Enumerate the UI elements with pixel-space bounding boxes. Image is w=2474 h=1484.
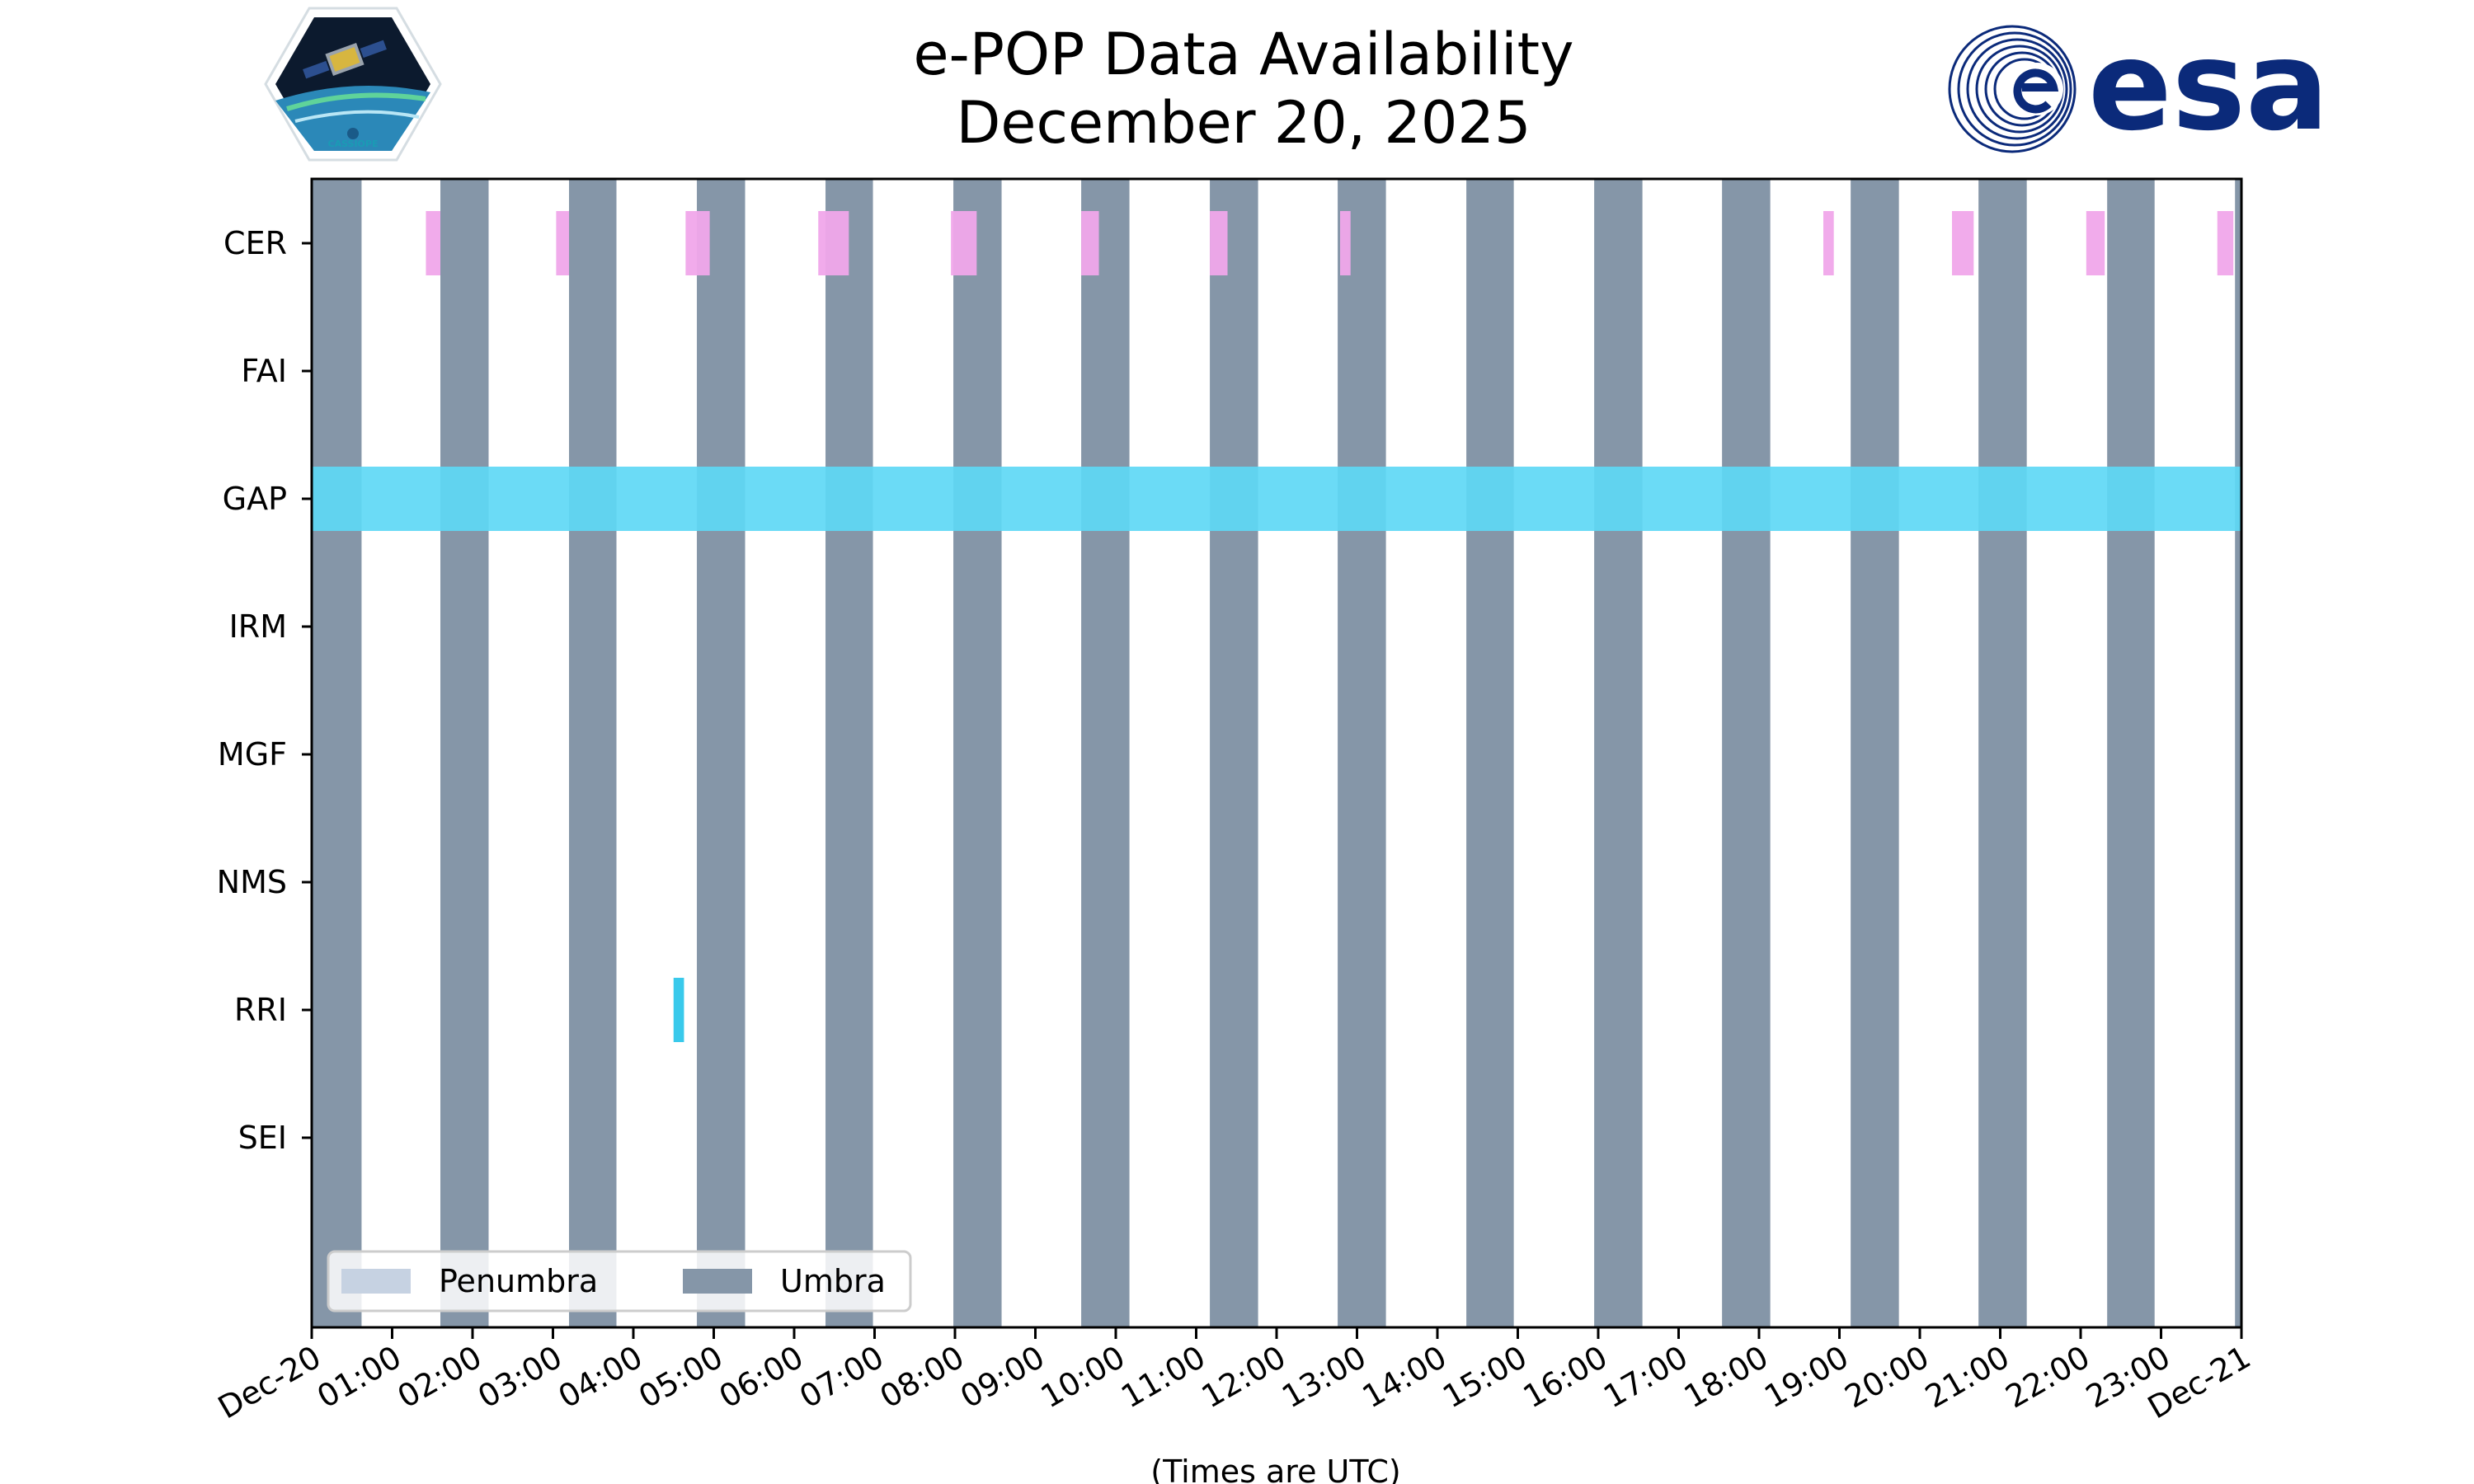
data-bar-cer — [1210, 211, 1228, 275]
umbra-band — [2235, 179, 2241, 1327]
x-tick-label: 06:00 — [713, 1339, 810, 1416]
x-tick-label: 03:00 — [472, 1339, 568, 1416]
x-tick-label: 20:00 — [1839, 1339, 1935, 1416]
x-tick-label: Dec-20 — [212, 1339, 327, 1426]
legend-swatch-penumbra — [341, 1269, 411, 1294]
umbra-band — [440, 179, 489, 1327]
umbra-band — [1081, 179, 1130, 1327]
legend-box — [327, 1250, 912, 1313]
data-bar-cer — [426, 211, 440, 275]
y-tick-label: RRI — [234, 992, 287, 1028]
x-tick-label: 07:00 — [793, 1339, 890, 1416]
x-tick-label: 10:00 — [1035, 1339, 1131, 1416]
x-tick-label: 08:00 — [874, 1339, 971, 1416]
data-bar-cer — [1952, 211, 1974, 275]
umbra-band — [1338, 179, 1386, 1327]
umbra-band — [953, 179, 1002, 1327]
y-tick-label: MGF — [218, 736, 287, 773]
esa-logo-mark — [1948, 25, 2077, 153]
x-tick-label: 05:00 — [633, 1339, 729, 1416]
x-tick-label: 16:00 — [1517, 1339, 1614, 1416]
umbra-band — [1978, 179, 2027, 1327]
x-tick-label: 02:00 — [392, 1339, 488, 1416]
esa-logo-wordmark: esa — [2088, 15, 2329, 158]
x-tick-label: 14:00 — [1357, 1339, 1453, 1416]
x-tick-label: 13:00 — [1276, 1339, 1372, 1416]
x-tick-label: 18:00 — [1678, 1339, 1775, 1416]
x-tick-label: 17:00 — [1597, 1339, 1694, 1416]
umbra-band — [825, 179, 873, 1327]
data-bar-cer — [818, 211, 849, 275]
data-bar-cer — [1823, 211, 1834, 275]
umbra-band — [1594, 179, 1643, 1327]
y-tick-label: FAI — [241, 353, 287, 389]
data-bar-cer — [2086, 211, 2105, 275]
legend-label-umbra: Umbra — [780, 1263, 886, 1299]
legend: Penumbra Umbra — [327, 1250, 912, 1313]
instrument-data-layer — [312, 211, 2241, 1042]
y-tick-label: IRM — [229, 608, 287, 645]
cassiope-mission-logo: CASSIOPE — [264, 7, 442, 162]
data-bar-cer — [685, 211, 710, 275]
y-tick-label: NMS — [217, 864, 287, 900]
x-tick-label: 19:00 — [1758, 1339, 1855, 1416]
chart-title-line-1: e-POP Data Availability — [913, 21, 1573, 88]
data-bar-cer — [1081, 211, 1099, 275]
x-tick-label: 09:00 — [954, 1339, 1051, 1416]
umbra-band — [1466, 179, 1514, 1327]
y-tick-label: GAP — [223, 481, 287, 517]
x-tick-label: 22:00 — [2000, 1339, 2096, 1416]
x-tick-label: 21:00 — [1919, 1339, 2015, 1416]
y-axis: CER FAI GAP IRM MGF NMS RRI SEI — [217, 225, 312, 1156]
data-bar-cer — [1340, 211, 1351, 275]
legend-swatch-umbra — [683, 1269, 752, 1294]
data-bar-cer — [556, 211, 569, 275]
umbra-band — [697, 179, 745, 1327]
x-tick-label: 04:00 — [553, 1339, 649, 1416]
data-bar-cer — [951, 211, 977, 275]
umbra-band — [1851, 179, 1899, 1327]
x-axis-label: (Times are UTC) — [1150, 1453, 1400, 1484]
legend-label-penumbra: Penumbra — [439, 1263, 598, 1299]
umbra-band — [1722, 179, 1771, 1327]
x-tick-label: 12:00 — [1196, 1339, 1292, 1416]
cassiope-logo-text: CASSIOPE — [328, 139, 379, 149]
umbra-band — [312, 179, 362, 1327]
umbra-layer — [312, 179, 2241, 1327]
x-tick-label: 11:00 — [1115, 1339, 1211, 1416]
umbra-band — [569, 179, 617, 1327]
x-tick-label: 01:00 — [311, 1339, 407, 1416]
x-tick-label: 15:00 — [1437, 1339, 1533, 1416]
data-bar-gap — [312, 467, 2241, 531]
umbra-band — [2107, 179, 2155, 1327]
data-bar-rri — [673, 978, 684, 1042]
data-bar-cer — [2217, 211, 2234, 275]
chart-title-line-2: December 20, 2025 — [957, 89, 1531, 157]
x-axis: Dec-2001:0002:0003:0004:0005:0006:0007:0… — [212, 1327, 2257, 1426]
y-tick-label: SEI — [238, 1120, 287, 1156]
esa-logo: esa — [1948, 15, 2329, 158]
y-tick-label: CER — [223, 225, 287, 261]
umbra-band — [1210, 179, 1258, 1327]
